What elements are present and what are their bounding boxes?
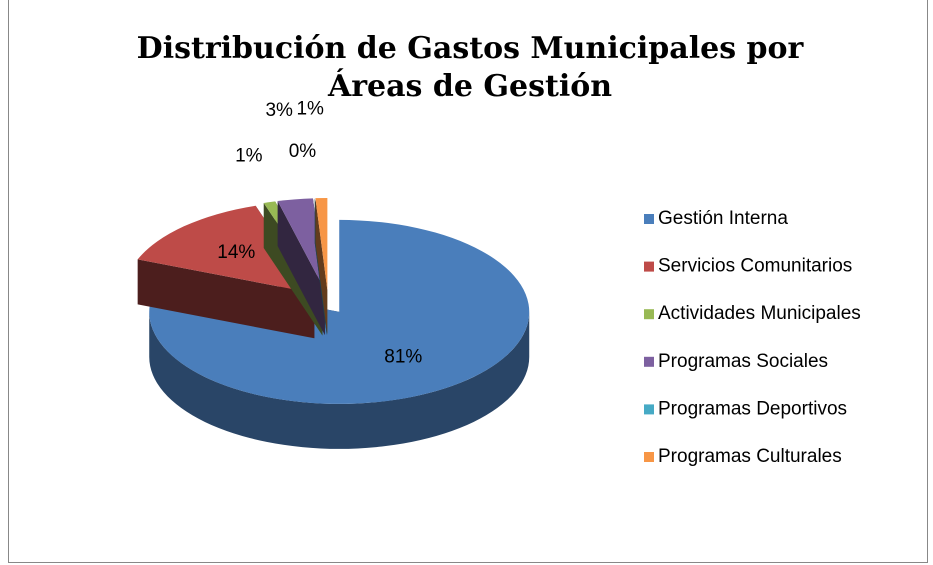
legend-swatch [644,404,654,415]
legend-swatch [644,309,654,320]
legend-label: Programas Deportivos [658,398,847,419]
data-label: 0% [289,141,317,162]
legend-label: Programas Sociales [658,351,828,372]
chart-title: Distribución de Gastos Municipales por Á… [136,31,804,104]
data-label: 1% [296,99,324,120]
legend-label: Gestión Interna [658,208,788,229]
data-label: 1% [235,145,263,166]
legend-swatch [644,214,654,224]
legend-swatch [644,261,654,272]
slice-wall [315,198,328,336]
legend-swatch [644,356,654,367]
legend-label: Actividades Municipales [658,303,861,324]
data-label: 81% [384,347,422,368]
pie-slice [149,219,530,404]
data-label: 3% [265,100,293,121]
data-label: 14% [217,242,255,263]
slice-wall [277,201,325,336]
legend-swatch [644,452,654,462]
pie-slice [277,198,325,291]
pie-slice [315,198,328,291]
chart-frame [8,0,928,563]
slice-side [149,311,530,449]
legend-label: Programas Culturales [658,446,842,467]
slice-wall [137,259,315,339]
legend-label: Servicios Comunitarios [658,256,852,277]
